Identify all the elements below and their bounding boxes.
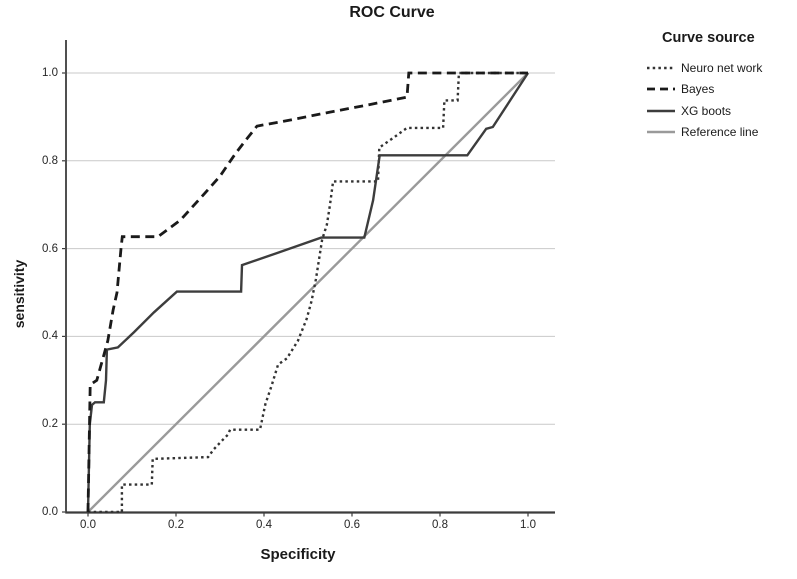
legend-items: Neuro net work Bayes XG boots Reference lin… xyxy=(646,57,796,143)
legend-line-sample xyxy=(647,131,675,134)
legend: Curve source Neuro net work Bayes XG boots… xyxy=(646,30,796,143)
legend-title: Curve source xyxy=(662,30,755,46)
chart-title: ROC Curve xyxy=(349,4,435,21)
x-axis-title: Specificity xyxy=(260,546,336,563)
x-tick-label: 1.0 xyxy=(520,519,536,531)
y-tick-label: 0.8 xyxy=(42,154,58,167)
legend-label: Bayes xyxy=(681,82,715,97)
y-tick-label: 1.0 xyxy=(42,67,58,79)
legend-line-sample xyxy=(647,109,675,112)
axes xyxy=(62,40,555,517)
legend-line-sample xyxy=(647,87,675,91)
y-tick-label: 0.4 xyxy=(42,330,58,343)
y-tick-label: 0.2 xyxy=(42,418,58,431)
roc-curves xyxy=(86,71,530,514)
legend-label: Neuro net work xyxy=(681,60,763,75)
y-tick-label: 0.6 xyxy=(42,242,58,255)
x-tick-label: 0.2 xyxy=(168,519,184,531)
legend-item: XG boots xyxy=(646,100,796,122)
legend-label: Reference line xyxy=(681,125,759,140)
curve-reference-line xyxy=(87,72,529,513)
curve-xg-boots xyxy=(86,72,530,513)
legend-label: XG boots xyxy=(681,103,732,118)
gridlines xyxy=(66,72,555,425)
legend-line-sample xyxy=(647,66,675,69)
x-tick-label: 0.6 xyxy=(344,519,360,531)
curve-neuro-net-work xyxy=(88,71,528,514)
curve-bayes xyxy=(86,71,528,513)
x-tick-label: 0.0 xyxy=(80,519,96,531)
legend-item: Reference line xyxy=(646,122,796,144)
legend-item: Bayes xyxy=(646,79,796,101)
x-tick-label: 0.8 xyxy=(432,519,448,531)
y-tick-label: 0.0 xyxy=(42,506,58,518)
x-tick-label: 0.4 xyxy=(256,519,272,531)
legend-item: Neuro net work xyxy=(646,57,796,79)
